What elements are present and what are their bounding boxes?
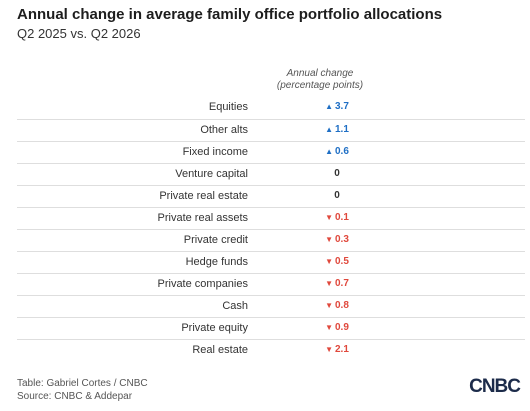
row-value: ▼ 0.7 (277, 278, 397, 289)
change-value: 0.5 (335, 256, 349, 267)
change-value: 2.1 (335, 344, 349, 355)
change-value: 0.1 (335, 212, 349, 223)
table-row: Real estate ▼ 2.1 (17, 339, 525, 362)
direction-arrow: ▼ (325, 213, 333, 222)
row-value: ▼ 0.3 (277, 234, 397, 245)
table-row: Private equity ▼ 0.9 (17, 317, 525, 340)
row-value: 0 (277, 168, 397, 179)
row-label: Equities (208, 101, 248, 113)
direction-arrow: ▼ (325, 257, 333, 266)
table-row: Private real estate 0 (17, 185, 525, 208)
row-value: ▼ 0.1 (277, 212, 397, 223)
direction-arrow: ▼ (325, 345, 333, 354)
logo: CNBC (469, 376, 521, 397)
direction-arrow: ▼ (325, 301, 333, 310)
direction-arrow: ▼ (325, 235, 333, 244)
row-value: ▲ 0.6 (277, 146, 397, 157)
change-value: 0 (334, 190, 340, 201)
row-label: Private credit (183, 234, 248, 246)
direction-arrow: ▼ (325, 279, 333, 288)
table-row: Private credit ▼ 0.3 (17, 229, 525, 252)
row-value: ▲ 1.1 (277, 124, 397, 135)
column-header: Annual change (286, 68, 354, 79)
change-value: 0.8 (335, 300, 349, 311)
table-row: Equities ▲ 3.7 (17, 97, 525, 119)
direction-arrow: ▲ (325, 125, 333, 134)
table-row: Private real assets ▼ 0.1 (17, 207, 525, 230)
row-label: Fixed income (182, 146, 248, 158)
row-value: ▼ 0.9 (277, 322, 397, 333)
column-header: (percentage points) (276, 80, 364, 91)
row-label: Private companies (157, 278, 249, 290)
credit: Table: Gabriel Cortes / CNBC (17, 378, 148, 389)
title: Annual change in average family office p… (17, 6, 443, 23)
source: Source: CNBC & Addepar (17, 391, 133, 402)
change-value: 0 (334, 168, 340, 179)
table-row: Hedge funds ▼ 0.5 (17, 251, 525, 274)
row-value: ▼ 2.1 (277, 344, 397, 355)
table-row: Cash ▼ 0.8 (17, 295, 525, 318)
row-label: Other alts (200, 124, 248, 136)
row-label: Private real assets (157, 212, 248, 224)
table-row: Other alts ▲ 1.1 (17, 119, 525, 142)
direction-arrow: ▲ (325, 102, 333, 111)
row-value: ▼ 0.5 (277, 256, 397, 267)
change-value: 0.3 (335, 234, 349, 245)
table-row: Venture capital 0 (17, 163, 525, 186)
change-value: 0.6 (335, 146, 349, 157)
table-row: Fixed income ▲ 0.6 (17, 141, 525, 164)
direction-arrow: ▼ (325, 323, 333, 332)
row-label: Cash (222, 300, 248, 312)
change-value: 0.7 (335, 278, 349, 289)
table-row: Private companies ▼ 0.7 (17, 273, 525, 296)
change-value: 1.1 (335, 124, 349, 135)
row-label: Hedge funds (185, 256, 248, 268)
row-label: Real estate (192, 344, 248, 356)
change-value: 3.7 (335, 101, 349, 112)
row-label: Private equity (181, 322, 248, 334)
row-value: ▼ 0.8 (277, 300, 397, 311)
direction-arrow: ▲ (325, 147, 333, 156)
row-value: ▲ 3.7 (277, 101, 397, 112)
row-label: Venture capital (175, 168, 248, 180)
change-value: 0.9 (335, 322, 349, 333)
subtitle: Q2 2025 vs. Q2 2026 (17, 26, 141, 41)
row-label: Private real estate (159, 190, 248, 202)
row-value: 0 (277, 190, 397, 201)
